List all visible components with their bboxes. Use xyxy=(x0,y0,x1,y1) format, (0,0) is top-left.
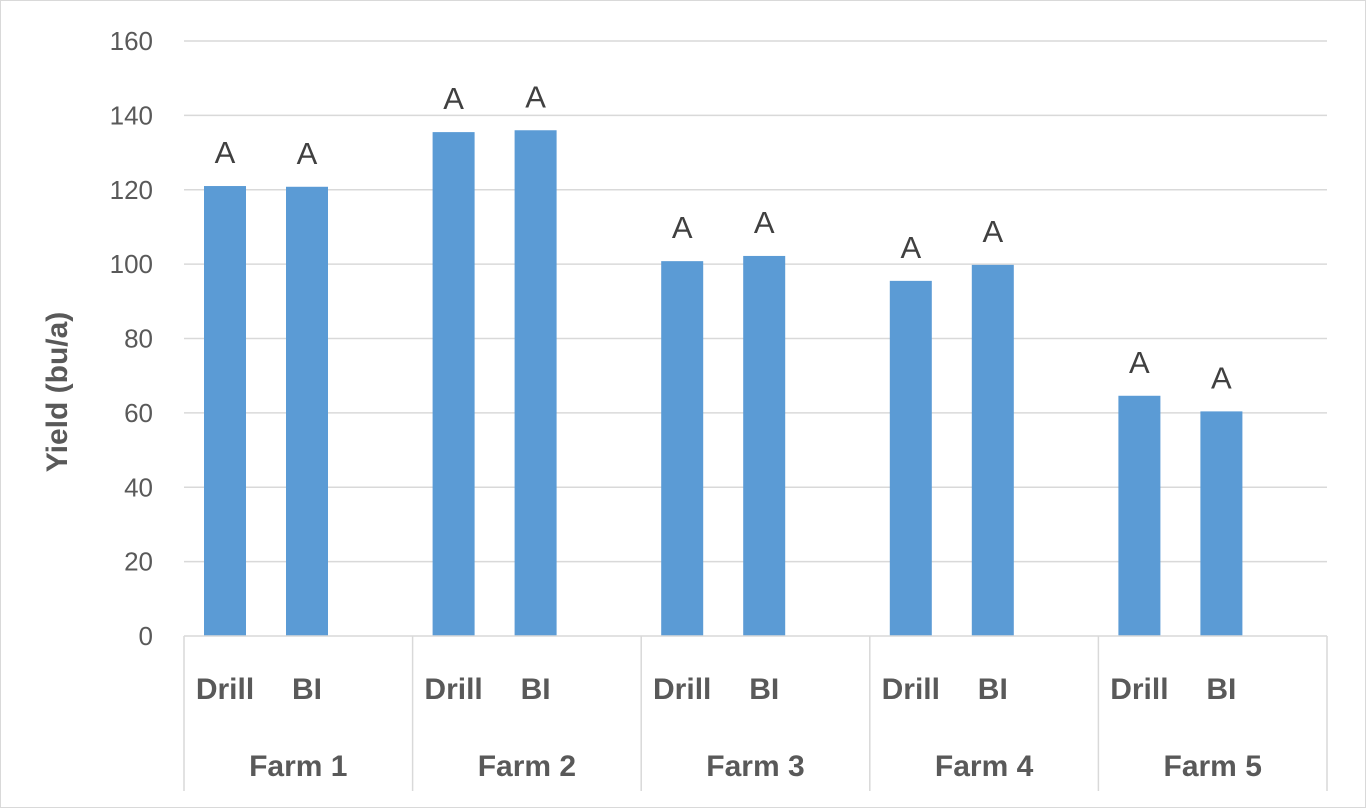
category-label: BI xyxy=(292,673,322,706)
data-label: A xyxy=(1211,360,1232,395)
bar xyxy=(889,280,932,636)
y-axis-ticks: 0 20 40 60 80 100 120 140 160 xyxy=(110,26,153,651)
y-tick-label: 120 xyxy=(110,175,153,205)
y-axis-label: Yield (bu/a) xyxy=(41,312,74,473)
y-tick-label: 160 xyxy=(110,26,153,56)
data-label: A xyxy=(525,79,546,114)
data-label: A xyxy=(982,214,1003,249)
y-tick-label: 60 xyxy=(124,398,153,428)
category-label: BI xyxy=(749,673,779,706)
data-label: A xyxy=(215,135,236,170)
x-axis: Drill BI Farm 1 Drill BI Farm 2 Drill BI Farm 3 D… xyxy=(183,635,1328,791)
category-label: Drill xyxy=(653,673,711,706)
y-tick-label: 100 xyxy=(110,249,153,279)
group-label: Farm 4 xyxy=(935,750,1034,783)
y-tick-label: 20 xyxy=(124,547,153,577)
category-label: Drill xyxy=(196,673,254,706)
category-label: BI xyxy=(1206,673,1236,706)
group-label: Farm 5 xyxy=(1164,750,1262,783)
y-tick-label: 40 xyxy=(124,472,153,502)
category-label: BI xyxy=(978,673,1008,706)
bar xyxy=(514,130,557,636)
bar xyxy=(286,186,328,636)
y-tick-label: 0 xyxy=(139,621,153,651)
category-label: Drill xyxy=(1110,673,1168,706)
bar xyxy=(661,261,704,636)
y-tick-label: 80 xyxy=(124,324,153,354)
group-label: Farm 2 xyxy=(478,750,576,783)
category-label: Drill xyxy=(424,673,482,706)
category-label: BI xyxy=(521,673,551,706)
bar xyxy=(1200,411,1243,636)
group-label: Farm 3 xyxy=(706,750,804,783)
bar xyxy=(1118,395,1161,636)
data-label: A xyxy=(672,210,693,245)
data-label: A xyxy=(754,205,775,240)
bar xyxy=(743,255,786,636)
bars: A A A A A A A A A A xyxy=(204,79,1243,636)
data-label: A xyxy=(1129,345,1150,380)
bar xyxy=(432,132,475,636)
y-tick-label: 140 xyxy=(110,100,153,130)
data-label: A xyxy=(443,81,464,116)
category-label: Drill xyxy=(882,673,940,706)
group-label: Farm 1 xyxy=(249,750,347,783)
bar xyxy=(971,264,1014,636)
data-label: A xyxy=(297,136,318,171)
bar xyxy=(204,186,246,636)
data-label: A xyxy=(900,230,921,265)
